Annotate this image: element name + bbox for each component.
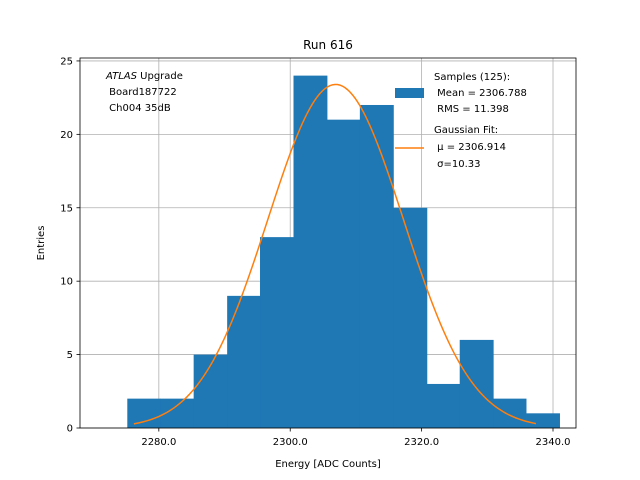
x-tick-label: 2340.0 (536, 437, 571, 448)
histogram-bar (459, 339, 494, 428)
legend-samples-line-3: RMS = 11.398 (434, 104, 509, 115)
annotation-upgrade: Upgrade (137, 71, 183, 82)
histogram-bar (260, 237, 294, 428)
histogram-bar (127, 398, 161, 428)
y-tick-label: 10 (60, 277, 73, 288)
histogram-bar (393, 207, 428, 428)
x-axis-ticks: 2280.0 2300.0 2320.0 2340.0 (141, 428, 571, 448)
histogram-bar (227, 295, 261, 428)
x-tick-label: 2300.0 (273, 437, 308, 448)
gaussian-fit-curve (133, 83, 537, 425)
gaussian-fit (133, 83, 537, 425)
legend-samples-line-1: Samples (125): (434, 72, 510, 83)
plot-frame (79, 57, 577, 429)
legend-samples-line-2: Mean = 2306.788 (434, 88, 527, 99)
histogram-bar (193, 354, 228, 428)
annotation-line-1: ATLAS Upgrade (105, 71, 183, 82)
x-axis-label: Energy [ADC Counts] (275, 459, 381, 470)
y-tick-label: 20 (60, 130, 73, 141)
histogram-bar (359, 104, 394, 428)
annotation-box: ATLAS Upgrade Board187722 Ch004 35dB (105, 71, 183, 114)
histogram-bars (127, 75, 560, 429)
annotation-atlas: ATLAS (105, 71, 138, 82)
y-tick-label: 15 (60, 203, 73, 214)
legend-fit-line-2: μ = 2306.914 (434, 142, 506, 153)
annotation-line-3: Ch004 35dB (106, 103, 171, 114)
x-tick-label: 2280.0 (141, 437, 176, 448)
y-tick-label: 0 (67, 424, 73, 435)
legend-fit-line-3: σ=10.33 (434, 159, 481, 170)
histogram-bar (526, 413, 560, 428)
histogram-bar (327, 119, 361, 429)
chart-title: Run 616 (303, 38, 353, 52)
annotation-line-2: Board187722 (106, 87, 177, 98)
histogram-bar (293, 75, 328, 428)
x-tick-label: 2320.0 (404, 437, 439, 448)
legend-fit-line-1: Gaussian Fit: (434, 125, 498, 136)
histogram-bar (426, 383, 461, 428)
y-tick-label: 5 (67, 350, 73, 361)
y-axis-label: Entries (36, 226, 47, 261)
y-axis-ticks: 0 5 10 15 20 25 (60, 56, 80, 435)
legend-swatch-samples (395, 88, 424, 98)
y-tick-label: 25 (60, 56, 73, 67)
histogram-bar (493, 398, 527, 428)
legend: Samples (125): Mean = 2306.788 RMS = 11.… (395, 72, 527, 170)
